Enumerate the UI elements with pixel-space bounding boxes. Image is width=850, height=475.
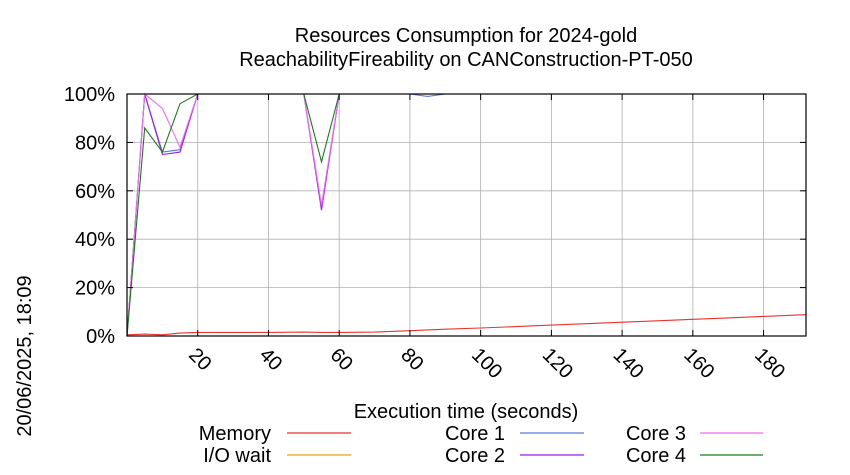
y-tick-label: 0%: [86, 326, 115, 348]
legend-label: Core 2: [445, 445, 505, 467]
grid-lines: [127, 94, 806, 336]
chart-title: Resources Consumption for 2024-gold: [295, 25, 637, 47]
legend-label: Core 1: [445, 423, 505, 445]
x-axis-label: Execution time (seconds): [354, 401, 579, 423]
chart-subtitle: ReachabilityFireability on CANConstructi…: [239, 49, 693, 71]
plot-frame: [126, 93, 807, 337]
y-tick-label: 40%: [75, 229, 115, 251]
legend-label: I/O wait: [203, 445, 271, 467]
y-tick-label: 80%: [75, 132, 115, 154]
timestamp-label: 20/06/2025, 18:09: [14, 275, 36, 436]
legend-label: Core 4: [626, 445, 686, 467]
y-axis-ticks: 0% 20% 40% 60% 80% 100%: [64, 84, 806, 348]
y-tick-label: 60%: [75, 181, 115, 203]
y-tick-label: 100%: [64, 84, 115, 106]
legend-label: Core 3: [626, 423, 686, 445]
series-line: [126, 314, 807, 336]
legend-label: Memory: [199, 423, 271, 445]
y-tick-label: 20%: [75, 278, 115, 300]
